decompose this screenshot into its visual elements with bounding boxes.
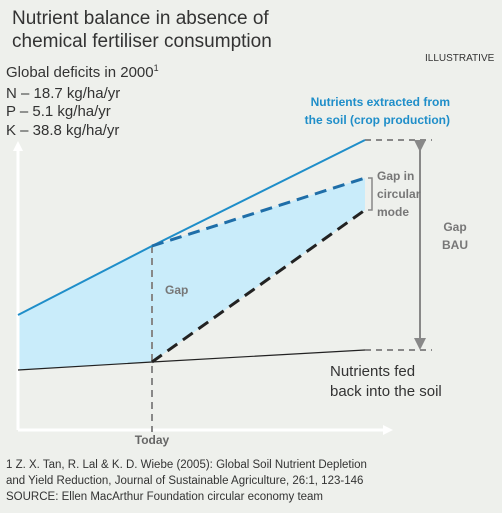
label: BAU [442, 238, 468, 252]
deficit-heading: Global deficits in 20001 [6, 63, 159, 81]
footnote: 1 Z. X. Tan, R. Lal & K. D. Wiebe (2005)… [6, 459, 367, 471]
deficit-item: P – 5.1 kg/ha/yr [6, 103, 111, 120]
footnote: and Yield Reduction, Journal of Sustaina… [6, 475, 363, 487]
footnote: SOURCE: Ellen MacArthur Foundation circu… [6, 491, 323, 503]
deficit-item: K – 38.8 kg/ha/yr [6, 122, 119, 139]
title: chemical fertiliser consumption [12, 31, 272, 52]
label: Nutrients fed [330, 363, 415, 380]
label: Nutrients extracted from [311, 95, 450, 109]
deficit-item: N – 18.7 kg/ha/yr [6, 85, 120, 102]
bracket [368, 177, 373, 211]
label: mode [377, 205, 409, 219]
gap-area [18, 178, 365, 370]
label: Gap in [377, 169, 414, 183]
label: the soil (crop production) [305, 113, 450, 127]
label: Gap [443, 220, 466, 234]
tag: ILLUSTRATIVE [425, 53, 495, 64]
label: Today [135, 433, 170, 447]
title: Nutrient balance in absence of [12, 8, 269, 29]
circular-return-line [151, 208, 366, 364]
label: back into the soil [330, 383, 442, 400]
label: circular [377, 187, 421, 201]
label: Gap [165, 283, 188, 297]
